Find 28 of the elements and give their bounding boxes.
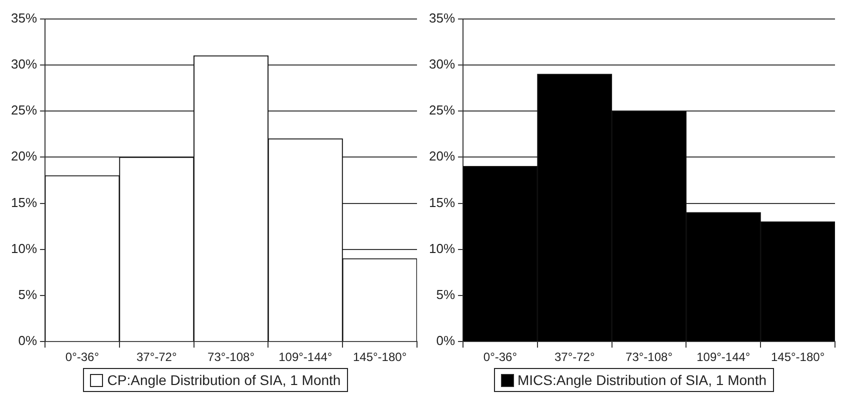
y-tick-label: 25% xyxy=(10,102,38,118)
y-tick-label: 30% xyxy=(428,56,456,72)
x-tick-label: 145°-180° xyxy=(352,350,407,364)
x-tick-label: 37°-72° xyxy=(554,350,595,364)
y-tick-label: 10% xyxy=(428,240,456,256)
x-tick-label: 37°-72° xyxy=(136,350,177,364)
y-tick-label: 0% xyxy=(18,333,38,348)
y-tick-label: 5% xyxy=(18,287,38,302)
y-tick-label: 5% xyxy=(436,287,456,302)
text: MICS:Angle Distribution of SIA, 1 Month xyxy=(518,372,766,388)
x-tick-label: 73°-108° xyxy=(208,350,255,364)
y-tick-label: 15% xyxy=(428,194,456,210)
x-tick-label: 0°-36° xyxy=(65,350,100,364)
y-tick-label: 35% xyxy=(10,10,38,26)
y-tick-label: 20% xyxy=(428,148,456,164)
x-tick-label: 73°-108° xyxy=(626,350,673,364)
x-tick-label: 0°-36° xyxy=(483,350,518,364)
y-tick-label: 20% xyxy=(10,148,38,164)
y-tick-label: 10% xyxy=(10,240,38,256)
y-tick-label: 35% xyxy=(428,10,456,26)
y-tick-label: 25% xyxy=(428,102,456,118)
y-tick-label: 30% xyxy=(10,56,38,72)
x-tick-label: 109°-144° xyxy=(278,350,332,364)
y-tick-label: 15% xyxy=(10,194,38,210)
x-tick-label: 109°-144° xyxy=(696,350,750,364)
x-tick-label: 145°-180° xyxy=(770,350,825,364)
y-tick-label: 0% xyxy=(436,333,456,348)
text: CP:Angle Distribution of SIA, 1 Month xyxy=(107,372,341,388)
